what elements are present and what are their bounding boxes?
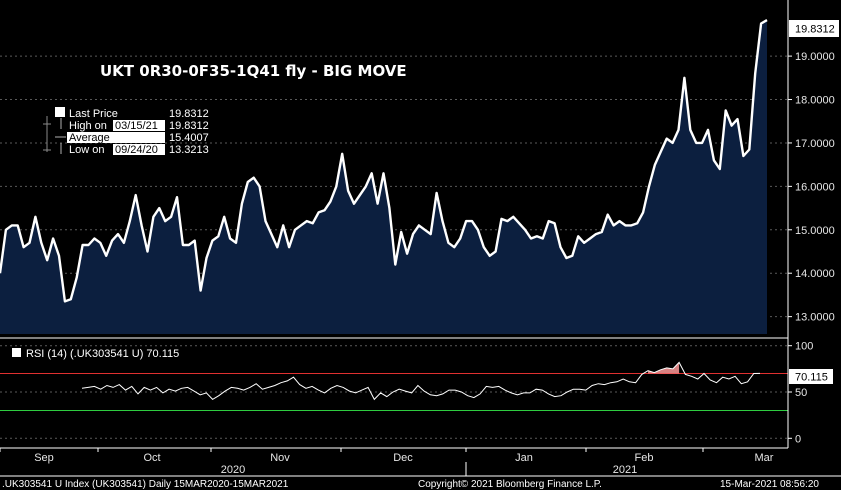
y-tick-label: 14.0000	[795, 268, 835, 280]
rsi-last-value-box	[789, 369, 833, 384]
x-year-label: 2021	[613, 464, 637, 476]
legend-low-date-box	[113, 144, 165, 155]
rsi-grid	[0, 345, 788, 439]
footer-timestamp: 15-Mar-2021 08:56:20	[720, 479, 819, 490]
y-tick-label: 19.0000	[795, 51, 835, 63]
x-axis: Sep Oct Nov Dec Jan Feb Mar 2020 2021	[0, 448, 774, 476]
main-y-axis: 13.0000 14.0000 15.0000 16.0000 17.0000 18.00…	[788, 51, 835, 324]
legend: Last Price 19.8312 High on 03/15/21 19.8…	[43, 107, 209, 156]
x-month-label: Sep	[34, 452, 54, 464]
legend-low-label: Low on	[69, 144, 104, 156]
rsi-y-tick-label: 50	[795, 387, 807, 399]
rsi-overbought-fill	[648, 362, 760, 374]
x-year-label: 2020	[221, 464, 245, 476]
rsi-y-tick-label: 0	[795, 433, 801, 445]
rsi-last-value-marker: 70.115	[789, 369, 833, 384]
main-price-panel: 13.0000 14.0000 15.0000 16.0000 17.0000 18.00…	[0, 19, 839, 334]
x-month-label: Nov	[270, 452, 290, 464]
legend-average-value: 15.4007	[169, 132, 209, 144]
x-month-label: Jan	[515, 452, 533, 464]
legend-average-label: Average	[69, 132, 110, 144]
chart-title: UKT 0R30-0F35-1Q41 fly - BIG MOVE	[100, 62, 407, 80]
last-value-box	[789, 20, 839, 37]
legend-high-date: 03/15/21	[115, 120, 158, 132]
legend-high-label: High on	[69, 120, 107, 132]
x-month-label: Mar	[755, 452, 774, 464]
y-tick-label: 15.0000	[795, 225, 835, 237]
legend-last-swatch	[55, 107, 65, 117]
y-tick-label: 16.0000	[795, 181, 835, 193]
rsi-last-value-label: 70.115	[795, 372, 828, 384]
legend-high-value: 19.8312	[169, 120, 209, 132]
footer-copyright: Copyright© 2021 Bloomberg Finance L.P.	[418, 479, 602, 490]
rsi-y-tick-label: 100	[795, 341, 813, 353]
legend-last-label: Last Price	[69, 108, 118, 120]
y-tick-label: 17.0000	[795, 138, 835, 150]
legend-low-date: 09/24/20	[115, 144, 158, 156]
rsi-line	[81, 361, 761, 401]
legend-last-value: 19.8312	[169, 108, 209, 120]
x-month-label: Oct	[143, 452, 160, 464]
price-line	[0, 19, 768, 303]
x-month-label: Dec	[393, 452, 413, 464]
rsi-legend-swatch	[12, 348, 21, 357]
footer-ticker: .UK303541 U Index (UK303541) Daily 15MAR…	[2, 479, 289, 490]
legend-average-box	[67, 132, 165, 143]
legend-low-value: 13.3213	[169, 144, 209, 156]
y-tick-label: 13.0000	[795, 312, 835, 324]
y-tick-label: 18.0000	[795, 95, 835, 107]
rsi-legend-label: RSI (14) (.UK303541 U) 70.115	[26, 348, 179, 360]
last-value-marker: 19.8312	[789, 20, 839, 37]
rsi-y-axis: 0 50 100	[788, 341, 813, 445]
x-month-label: Feb	[635, 452, 654, 464]
legend-high-date-box	[113, 120, 165, 131]
last-value-label: 19.8312	[795, 24, 835, 36]
rsi-panel: 0 50 100 70.115 RSI (14) (.UK303541 U) 70.…	[0, 341, 833, 445]
